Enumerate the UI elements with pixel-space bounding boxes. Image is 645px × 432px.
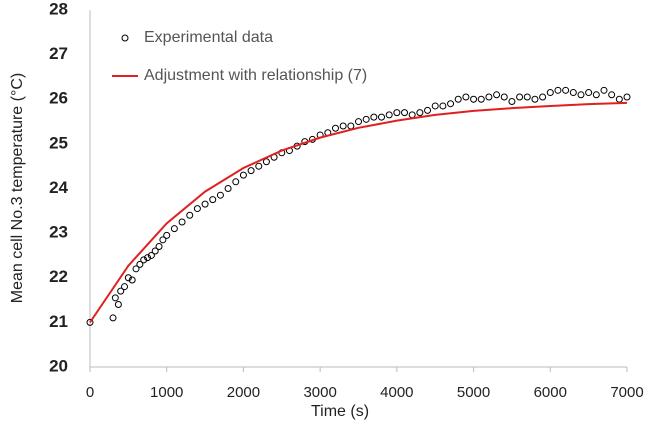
x-tick-label: 4000: [380, 384, 413, 401]
x-tick-label: 6000: [534, 384, 567, 401]
data-point: [577, 91, 585, 99]
data-point: [600, 86, 608, 94]
data-point: [385, 111, 393, 119]
data-point: [477, 95, 485, 103]
data-point: [424, 106, 432, 114]
data-point: [378, 113, 386, 121]
data-point: [370, 113, 378, 121]
data-point: [170, 225, 178, 233]
data-point: [155, 243, 163, 251]
data-point: [159, 236, 167, 244]
data-point: [554, 86, 562, 94]
data-point: [431, 102, 439, 110]
data-point: [109, 314, 117, 322]
data-point: [209, 196, 217, 204]
data-point: [562, 86, 570, 94]
data-point: [416, 109, 424, 117]
x-axis-label: Time (s): [311, 403, 369, 420]
fit-line: [89, 101, 628, 323]
data-point: [508, 97, 516, 105]
data-point: [255, 162, 263, 170]
data-point: [117, 287, 125, 295]
data-point: [224, 185, 232, 192]
data-point: [615, 95, 623, 103]
data-point: [128, 276, 136, 284]
data-point: [401, 109, 409, 117]
data-point: [470, 95, 478, 103]
data-point: [193, 205, 201, 213]
x-tick-label: 7000: [610, 384, 643, 401]
data-point: [114, 301, 122, 309]
data-point: [201, 200, 209, 208]
data-point: [355, 118, 362, 126]
data-point: [362, 115, 370, 123]
y-tick-label: 27: [49, 44, 68, 63]
data-point: [569, 89, 577, 97]
data-point: [239, 171, 247, 179]
data-point: [347, 122, 355, 130]
data-point: [247, 167, 255, 175]
data-point: [144, 254, 152, 262]
data-point: [500, 93, 508, 101]
y-tick-label: 20: [49, 356, 68, 375]
data-point: [86, 318, 94, 326]
y-tick-label: 25: [49, 133, 68, 152]
data-point: [585, 89, 593, 97]
x-tick-label: 3000: [303, 384, 336, 401]
data-point: [151, 247, 159, 255]
legend-label: Experimental data: [144, 29, 273, 46]
y-tick-label: 21: [49, 312, 68, 331]
data-point: [178, 218, 186, 226]
data-point: [623, 93, 631, 101]
data-point: [393, 109, 401, 117]
data-point: [163, 231, 171, 239]
y-tick-label: 22: [49, 267, 68, 286]
y-tick-label: 24: [49, 178, 68, 197]
data-point: [546, 89, 554, 97]
x-tick-label: 0: [86, 384, 94, 401]
data-point: [331, 124, 339, 132]
y-tick-label: 23: [49, 223, 68, 242]
x-tick-label: 2000: [227, 384, 260, 401]
data-point: [186, 211, 194, 219]
y-tick-label: 26: [49, 89, 68, 108]
data-point: [439, 102, 447, 110]
y-axis-label: Mean cell No.3 temperature (°C): [9, 73, 26, 303]
data-point: [140, 256, 148, 264]
data-point: [485, 93, 493, 101]
data-point: [262, 158, 270, 166]
data-point: [136, 260, 144, 268]
legend-label: Adjustment with relationship (7): [144, 67, 367, 84]
data-point: [216, 191, 224, 199]
data-point: [539, 93, 547, 101]
data-point: [124, 274, 132, 282]
data-point: [592, 91, 600, 99]
data-point: [516, 93, 524, 101]
data-point: [454, 95, 462, 103]
data-point: [531, 95, 539, 103]
data-point: [147, 251, 155, 259]
x-tick-label: 1000: [150, 384, 183, 401]
data-point: [339, 122, 347, 130]
y-tick-label: 28: [49, 0, 68, 18]
legend-swatch: [121, 34, 129, 42]
data-point: [608, 91, 616, 99]
data-point: [132, 265, 140, 273]
data-point: [121, 283, 129, 291]
data-point: [408, 111, 416, 119]
data-point: [462, 93, 470, 101]
data-point: [523, 93, 531, 101]
data-point: [493, 91, 501, 99]
data-point: [232, 178, 240, 186]
data-point: [447, 100, 455, 108]
data-point: [111, 294, 119, 302]
x-tick-label: 5000: [457, 384, 490, 401]
